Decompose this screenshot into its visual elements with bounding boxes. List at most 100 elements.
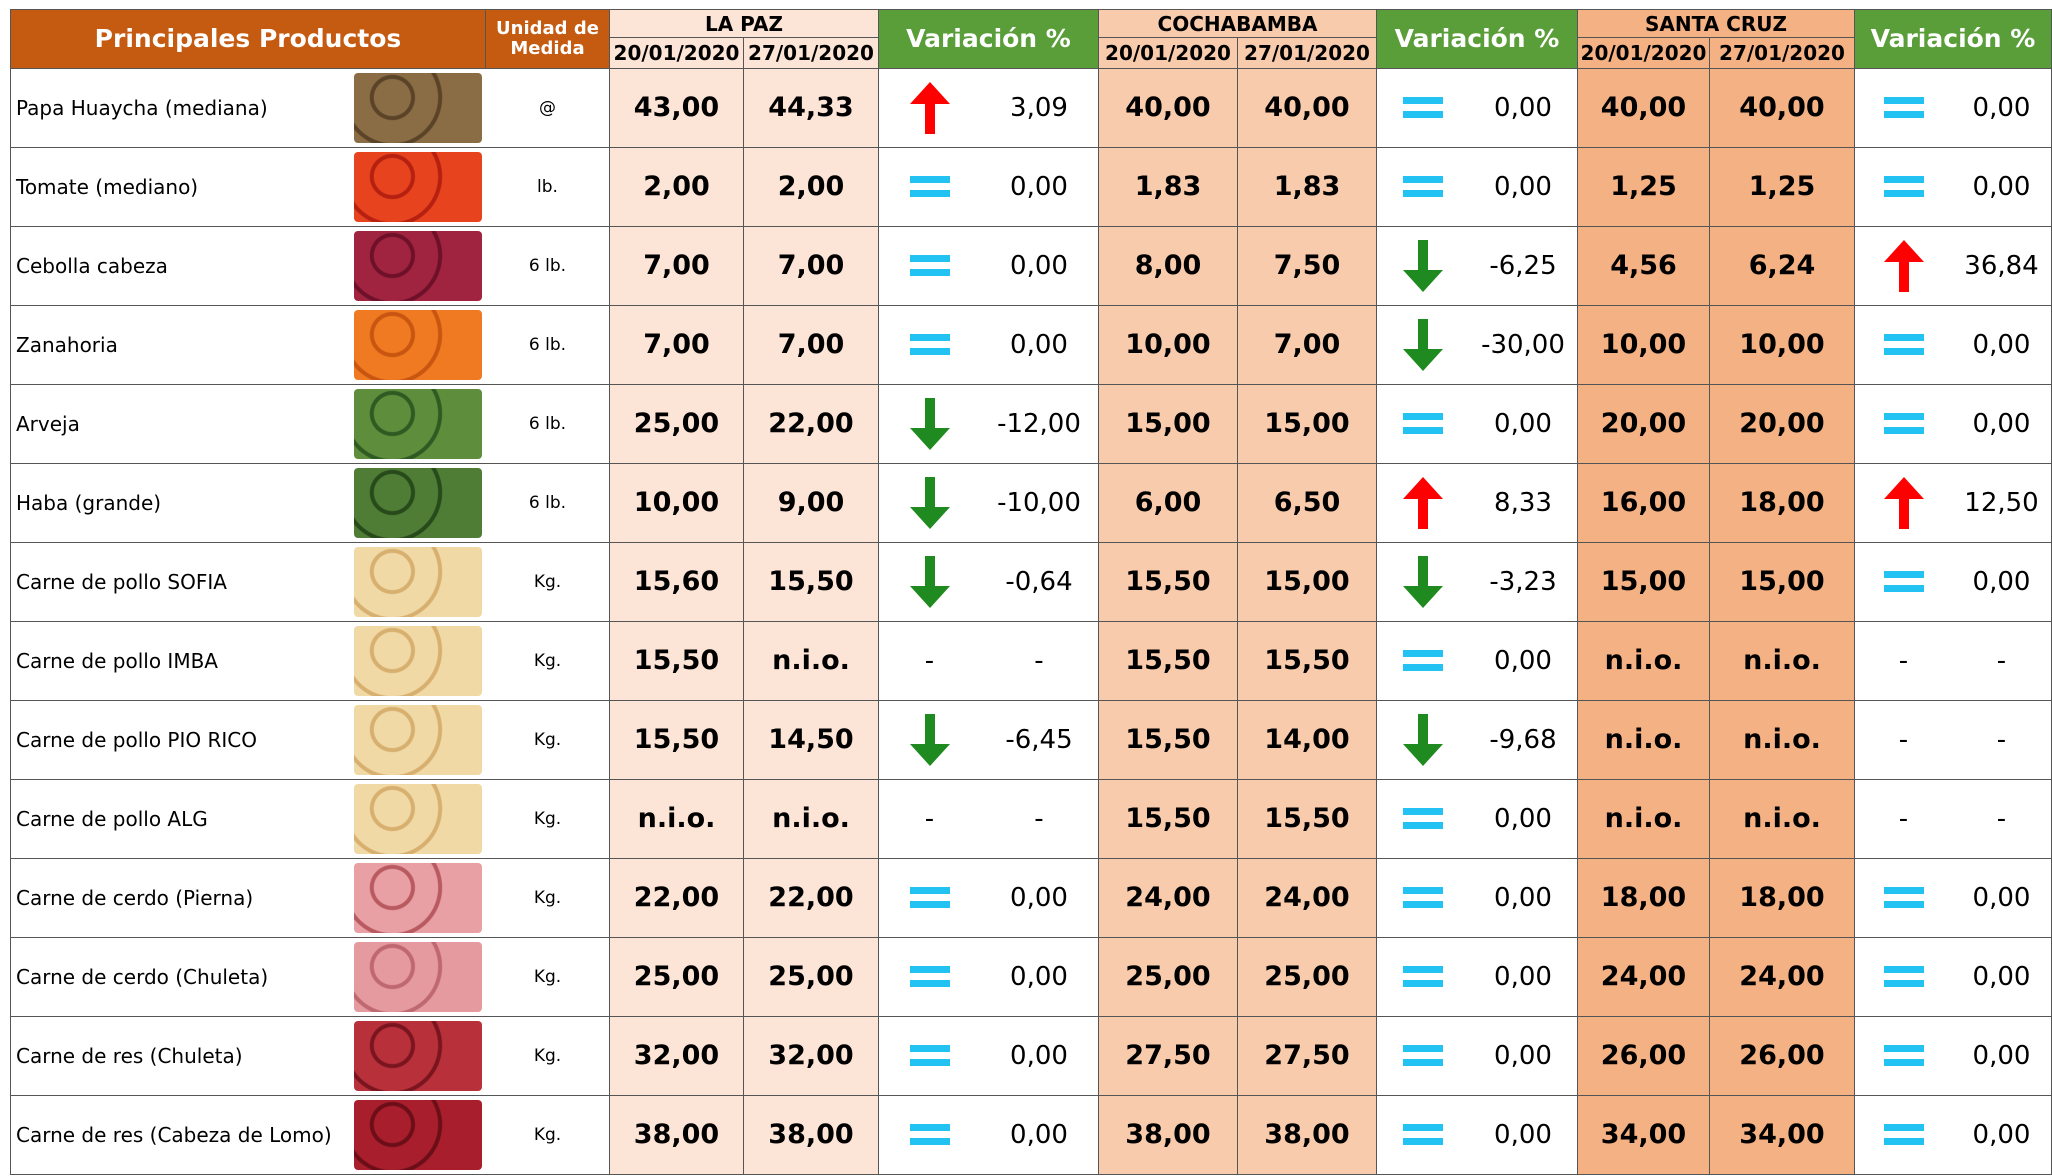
price: 18,00 xyxy=(1710,464,1855,543)
row-left-border xyxy=(10,1096,11,1175)
trend xyxy=(1855,306,1952,385)
equal-icon xyxy=(1401,633,1445,689)
price: 1,83 xyxy=(1099,148,1238,227)
equal-icon xyxy=(1401,791,1445,847)
price: 43,00 xyxy=(610,69,744,148)
equal-icon xyxy=(1401,870,1445,926)
price: 40,00 xyxy=(1578,69,1710,148)
price: 15,50 xyxy=(1099,701,1238,780)
price: 8,00 xyxy=(1099,227,1238,306)
price: 22,00 xyxy=(744,385,879,464)
variation: 0,00 xyxy=(980,1017,1099,1096)
variation: -9,68 xyxy=(1469,701,1578,780)
product-name: Carne de pollo IMBA xyxy=(10,622,350,701)
variation: -0,64 xyxy=(980,543,1099,622)
price: n.i.o. xyxy=(744,780,879,859)
equal-icon xyxy=(908,870,952,926)
trend xyxy=(1377,701,1469,780)
unit: Kg. xyxy=(486,622,610,701)
variation: 0,00 xyxy=(980,306,1099,385)
unit: 6 lb. xyxy=(486,464,610,543)
product-photo xyxy=(354,784,482,854)
trend xyxy=(1377,464,1469,543)
price: n.i.o. xyxy=(1578,622,1710,701)
variation: 0,00 xyxy=(1952,1096,2052,1175)
product-photo xyxy=(354,705,482,775)
variation: 0,00 xyxy=(1469,148,1578,227)
price: 6,50 xyxy=(1238,464,1377,543)
trend xyxy=(1377,938,1469,1017)
variation: -6,45 xyxy=(980,701,1099,780)
trend xyxy=(1855,385,1952,464)
product-photo xyxy=(354,1100,482,1170)
region-name: LA PAZ xyxy=(610,9,879,38)
equal-icon xyxy=(908,317,952,373)
unit: Kg. xyxy=(486,938,610,1017)
price: 25,00 xyxy=(610,938,744,1017)
row-left-border xyxy=(10,780,11,859)
price: 34,00 xyxy=(1710,1096,1855,1175)
product-name: Carne de pollo SOFIA xyxy=(10,543,350,622)
product-photo xyxy=(354,863,482,933)
trend xyxy=(1855,464,1952,543)
unit: 6 lb. xyxy=(486,306,610,385)
down-icon xyxy=(908,712,952,768)
price: 10,00 xyxy=(1578,306,1710,385)
equal-icon xyxy=(908,159,952,215)
row-left-border xyxy=(10,543,11,622)
product-name: Tomate (mediano) xyxy=(10,148,350,227)
equal-icon xyxy=(908,949,952,1005)
trend xyxy=(1377,69,1469,148)
variation: 0,00 xyxy=(1952,1017,2052,1096)
row-left-border xyxy=(10,306,11,385)
price: 20,00 xyxy=(1578,385,1710,464)
date-header: 20/01/2020 xyxy=(1099,38,1238,69)
price: 7,00 xyxy=(610,306,744,385)
product-name: Carne de cerdo (Pierna) xyxy=(10,859,350,938)
product-image xyxy=(350,1017,486,1096)
product-name: Haba (grande) xyxy=(10,464,350,543)
row-left-border xyxy=(10,227,11,306)
product-photo xyxy=(354,152,482,222)
price: 6,24 xyxy=(1710,227,1855,306)
price: n.i.o. xyxy=(1710,622,1855,701)
equal-icon xyxy=(908,238,952,294)
down-icon xyxy=(908,396,952,452)
price: n.i.o. xyxy=(1578,701,1710,780)
variation: 0,00 xyxy=(1952,306,2052,385)
price: 18,00 xyxy=(1710,859,1855,938)
product-name: Cebolla cabeza xyxy=(10,227,350,306)
product-image xyxy=(350,148,486,227)
unit: Kg. xyxy=(486,780,610,859)
equal-icon xyxy=(1401,159,1445,215)
equal-icon xyxy=(1401,80,1445,136)
trend xyxy=(1377,227,1469,306)
product-photo xyxy=(354,310,482,380)
header-unit: Unidad de Medida xyxy=(486,9,610,69)
variation: - xyxy=(1952,701,2052,780)
date-header: 27/01/2020 xyxy=(1238,38,1377,69)
variation: 3,09 xyxy=(980,69,1099,148)
variation: -3,23 xyxy=(1469,543,1578,622)
price: 1,25 xyxy=(1710,148,1855,227)
price: 10,00 xyxy=(610,464,744,543)
equal-icon xyxy=(1882,1028,1926,1084)
trend xyxy=(1377,306,1469,385)
trend xyxy=(1855,148,1952,227)
trend xyxy=(1855,1017,1952,1096)
row-left-border xyxy=(10,69,11,148)
trend xyxy=(879,1096,980,1175)
product-name: Carne de res (Cabeza de Lomo) xyxy=(10,1096,350,1175)
equal-icon xyxy=(1882,159,1926,215)
variation: 0,00 xyxy=(1469,780,1578,859)
product-photo xyxy=(354,547,482,617)
date-header: 27/01/2020 xyxy=(744,38,879,69)
product-name: Zanahoria xyxy=(10,306,350,385)
trend xyxy=(879,859,980,938)
variation: -10,00 xyxy=(980,464,1099,543)
variation: 36,84 xyxy=(1952,227,2052,306)
price: 15,50 xyxy=(610,701,744,780)
variation: - xyxy=(980,622,1099,701)
price: n.i.o. xyxy=(1578,780,1710,859)
price: 32,00 xyxy=(744,1017,879,1096)
